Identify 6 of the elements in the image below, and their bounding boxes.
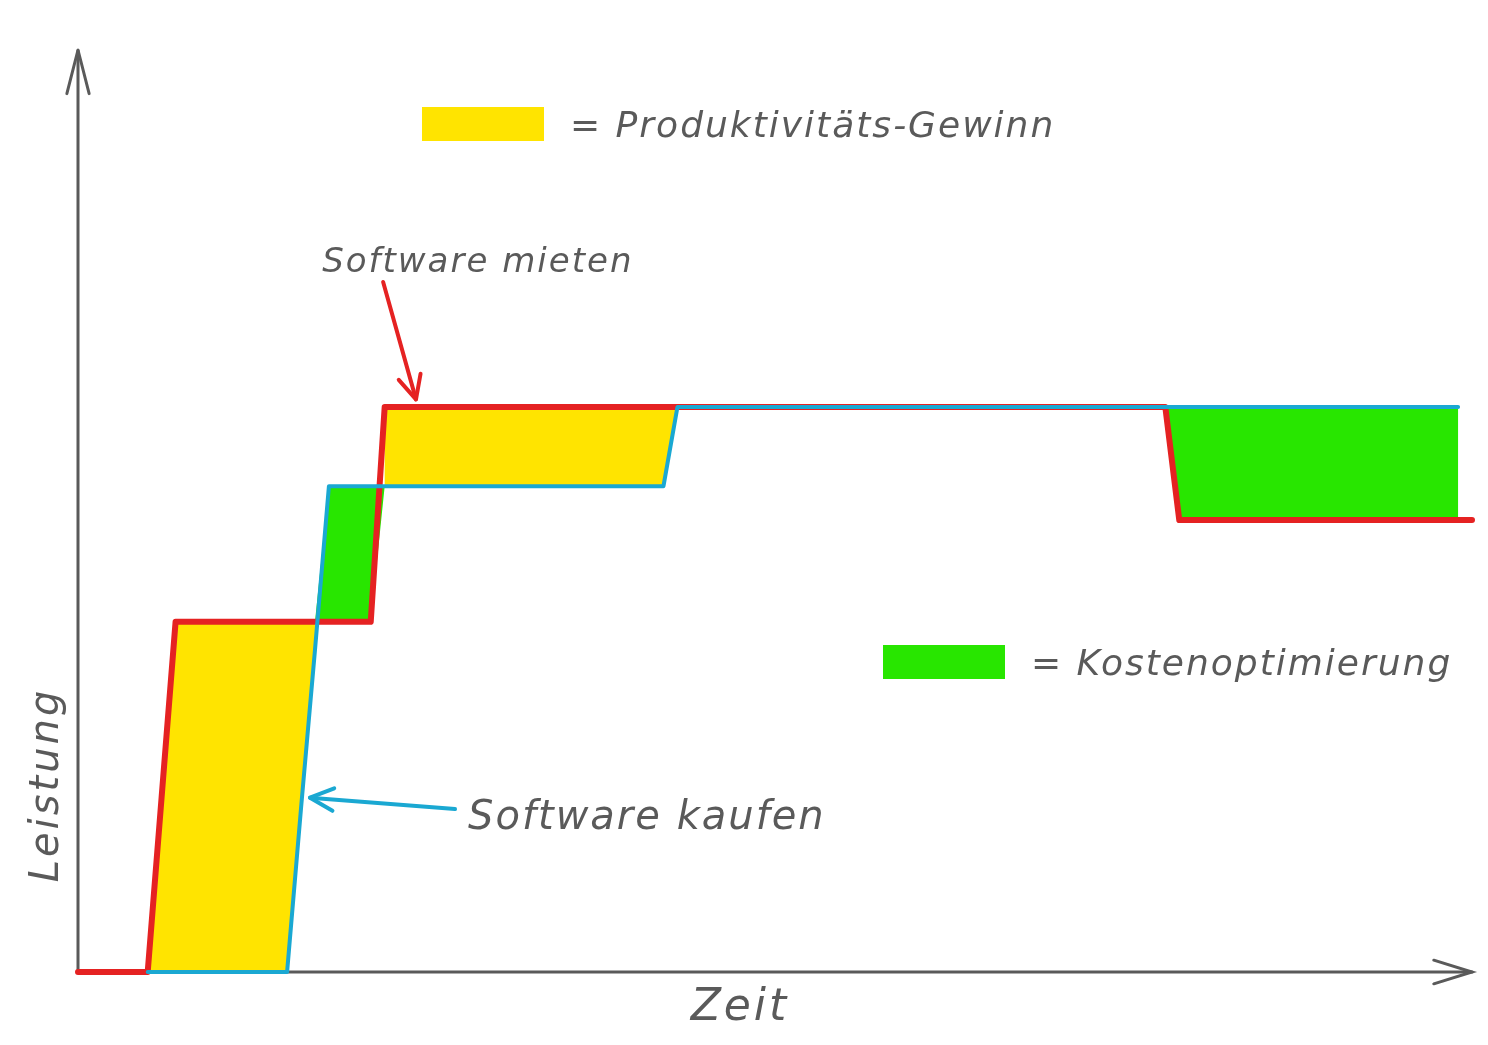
legend-label: = Kostenoptimierung xyxy=(1031,642,1453,683)
x-axis-title: Zeit xyxy=(689,979,790,1030)
y-axis-title: Leistung xyxy=(21,687,67,883)
legend-label: Software kaufen xyxy=(468,792,826,839)
text: Software mieten xyxy=(322,240,634,281)
legend-label: = Produktivitäts-Gewinn xyxy=(570,104,1056,145)
